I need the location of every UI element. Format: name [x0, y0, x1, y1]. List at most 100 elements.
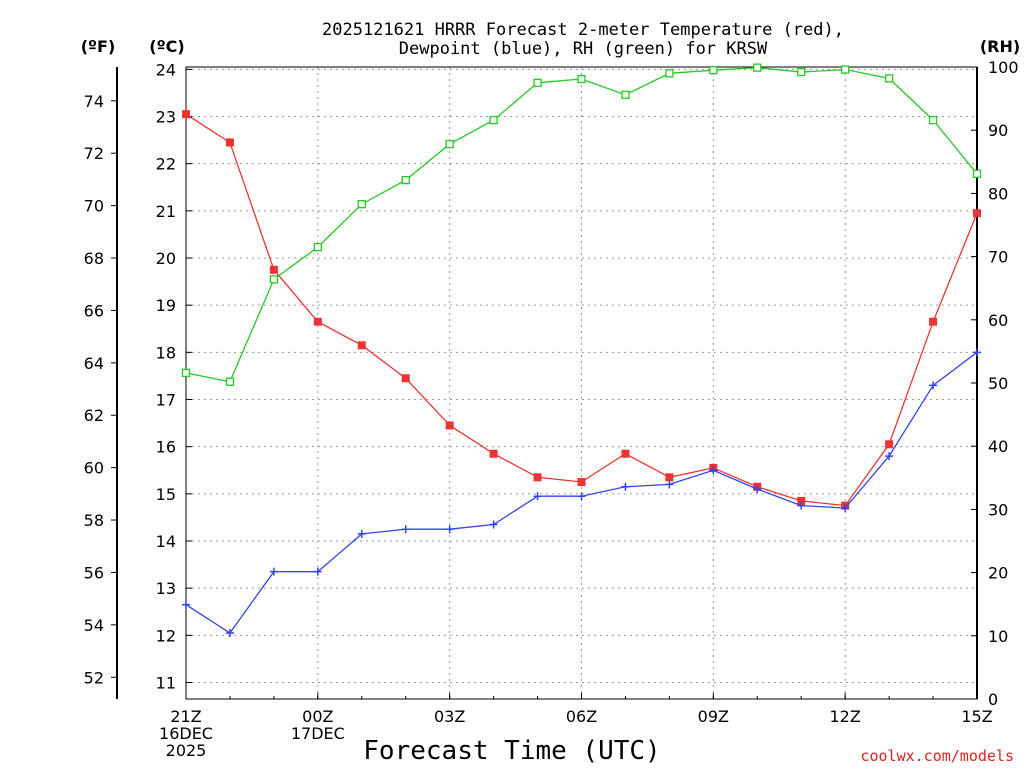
rh-point — [401, 175, 410, 185]
title-line: 2025121621 HRRR Forecast 2-meter Tempera… — [322, 20, 844, 40]
credit-label: coolwx.com/models — [860, 747, 1014, 765]
celsius-tick-label: 23 — [156, 108, 176, 127]
rh-point — [269, 275, 279, 284]
temperature-point — [929, 317, 938, 326]
x-axis-title: Forecast Time (UTC) — [363, 736, 660, 766]
temperature-point — [665, 473, 674, 482]
dewpoint-point — [753, 485, 762, 494]
x-tick-label: 16DEC — [159, 724, 213, 743]
fahrenheit-tick-label: 72 — [84, 144, 104, 163]
rh-axis: 0 10 20 30 40 50 60 70 80 90 100 — [971, 58, 1019, 709]
rh-point — [753, 63, 762, 72]
temperature-point — [401, 374, 410, 383]
rh-point — [841, 65, 850, 74]
fahrenheit-tick-label: 58 — [84, 511, 104, 530]
dewpoint-point — [357, 529, 366, 538]
rh-point — [577, 74, 586, 84]
fahrenheit-unit-label: (ºF) — [81, 37, 116, 56]
rh-point — [797, 67, 806, 77]
rh-tick-label: 10 — [988, 627, 1008, 646]
celsius-axis: 11 12 13 14 15 16 17 18 19 20 21 22 23 24 — [156, 60, 192, 692]
rh-point — [445, 139, 454, 149]
rh-point — [665, 69, 674, 78]
rh-point — [489, 115, 498, 125]
temperature-point — [182, 110, 190, 119]
x-tick-label: 09Z — [698, 707, 729, 726]
rh-tick-label: 70 — [988, 248, 1008, 267]
dewpoint-point — [577, 492, 586, 501]
celsius-tick-label: 12 — [156, 626, 176, 645]
rh-tick-label: 80 — [988, 184, 1008, 203]
dewpoint-point — [401, 525, 410, 534]
x-tick-label: 06Z — [566, 707, 597, 726]
fahrenheit-tick-label: 68 — [84, 249, 104, 268]
fahrenheit-tick-label: 64 — [84, 354, 104, 373]
fahrenheit-tick-label: 74 — [84, 92, 104, 111]
grid — [185, 67, 978, 699]
rh-tick-label: 30 — [988, 500, 1008, 519]
rh-point — [313, 242, 322, 252]
plot-frame — [185, 66, 978, 700]
fahrenheit-tick-label: 70 — [84, 197, 104, 216]
dewpoint-series — [182, 348, 981, 637]
celsius-unit-label: (ºC) — [149, 37, 184, 56]
rh-tick-label: 50 — [988, 374, 1008, 393]
dewpoint-point — [533, 492, 542, 501]
fahrenheit-tick-label: 52 — [84, 668, 104, 687]
temperature-point — [973, 209, 981, 218]
rh-point — [533, 78, 542, 87]
title-line: Dewpoint (blue), RH (green) for KRSW — [399, 39, 768, 59]
rh-tick-label: 60 — [988, 311, 1008, 330]
rh-point — [972, 169, 982, 178]
celsius-tick-label: 20 — [156, 249, 176, 268]
rh-tick-label: 0 — [988, 690, 998, 709]
x-tick-label: 21Z — [170, 707, 201, 726]
chart-title: 2025121621 HRRR Forecast 2-meter Tempera… — [322, 20, 844, 59]
celsius-tick-label: 18 — [156, 343, 176, 362]
rh-point — [709, 66, 718, 75]
celsius-tick-label: 11 — [156, 673, 176, 692]
dewpoint-point — [445, 525, 454, 534]
celsius-tick-label: 19 — [156, 296, 176, 315]
dewpoint-point — [182, 600, 190, 609]
x-tick-label: 00Z — [302, 707, 333, 726]
temperature-point — [577, 478, 586, 487]
rh-point — [181, 368, 191, 378]
fahrenheit-tick-label: 62 — [84, 406, 104, 425]
fahrenheit-axis: 52 54 56 58 60 62 64 66 68 70 72 74 — [84, 92, 117, 687]
celsius-tick-label: 17 — [156, 391, 176, 410]
x-tick-label: 03Z — [434, 707, 465, 726]
temperature-point — [313, 317, 322, 326]
temperature-point — [533, 473, 542, 482]
temperature-point — [445, 421, 454, 430]
rh-unit-label: (RH) — [980, 37, 1020, 56]
dewpoint-point — [929, 381, 938, 390]
dewpoint-point — [973, 348, 981, 357]
rh-point — [225, 377, 235, 386]
dewpoint-point — [621, 482, 630, 491]
dewpoint-point — [885, 452, 894, 461]
rh-tick-label: 40 — [988, 437, 1008, 456]
celsius-tick-label: 24 — [156, 60, 176, 79]
fahrenheit-tick-label: 60 — [84, 459, 104, 478]
rh-point — [621, 90, 630, 99]
temperature-point — [885, 440, 894, 449]
dewpoint-point — [709, 466, 718, 475]
celsius-tick-label: 14 — [156, 532, 176, 551]
dewpoint-point — [269, 567, 278, 576]
dewpoint-point — [665, 480, 674, 489]
temperature-point — [225, 138, 234, 147]
dewpoint-point — [797, 501, 806, 510]
rh-point — [357, 199, 366, 209]
celsius-tick-label: 22 — [156, 155, 176, 174]
fahrenheit-tick-label: 56 — [84, 563, 104, 582]
temperature-point — [269, 265, 278, 274]
rh-point — [884, 74, 894, 83]
dewpoint-point — [313, 567, 322, 576]
celsius-tick-label: 15 — [156, 485, 176, 504]
fahrenheit-tick-label: 54 — [84, 616, 104, 635]
temperature-point — [797, 496, 806, 505]
dewpoint-point — [841, 503, 850, 512]
